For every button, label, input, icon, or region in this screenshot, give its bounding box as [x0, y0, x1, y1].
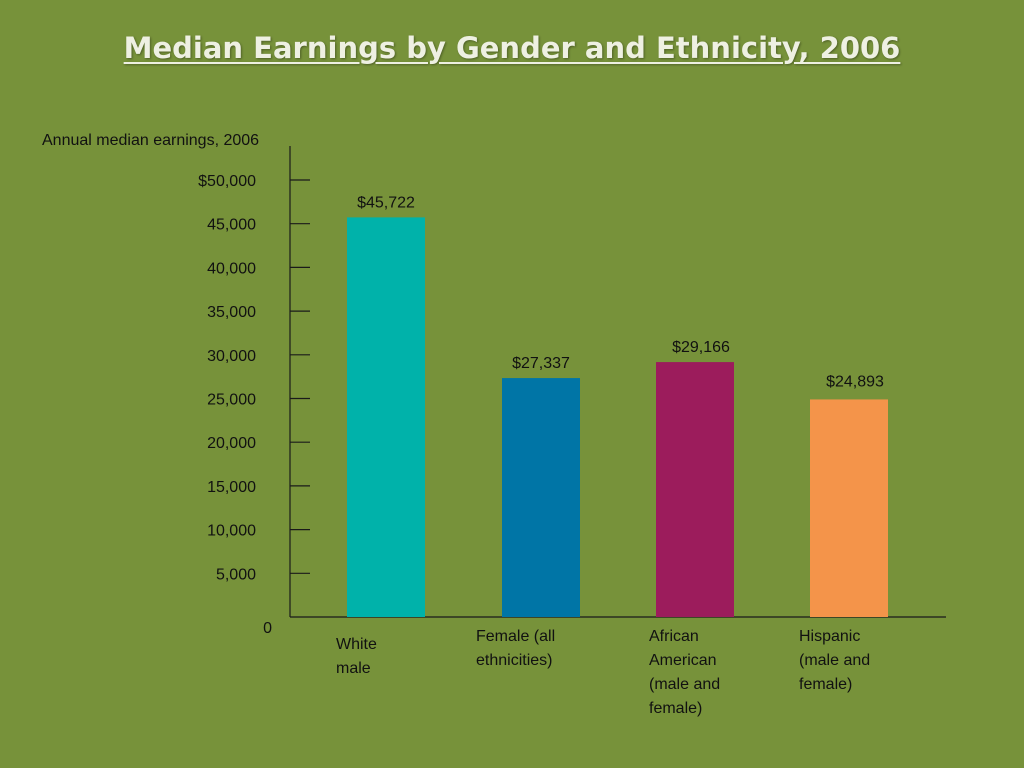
y-tick-label: 15,000 [207, 479, 256, 496]
x-tick-label-line: Hispanic [799, 628, 860, 645]
data-label: $29,166 [672, 339, 730, 356]
y-tick-label: 30,000 [207, 348, 256, 365]
x-tick-label: African American (male and female) [649, 628, 720, 717]
x-tick-label-line: ethnicities) [476, 652, 552, 669]
slide-title: Median Earnings by Gender and Ethnicity,… [123, 31, 901, 65]
x-tick-label: Female (all ethnicities) [476, 628, 555, 669]
x-tick-label-line: female) [799, 676, 852, 693]
y-tick-label: 45,000 [207, 217, 256, 234]
x-tick-label: White male [336, 636, 377, 677]
y-tick-label: 35,000 [207, 304, 256, 321]
x-tick-label-line: (male and [799, 652, 870, 669]
bar [347, 217, 425, 618]
y-tick-label: 20,000 [207, 435, 256, 452]
x-tick-label-line: White [336, 636, 377, 653]
data-label: $27,337 [512, 355, 570, 372]
x-tick-label-line: American [649, 652, 717, 669]
x-tick-label-line: Female (all [476, 628, 555, 645]
x-tick-label-line: African [649, 628, 699, 645]
y-tick-label: 25,000 [207, 392, 256, 409]
y-tick-label: 5,000 [216, 566, 256, 583]
x-tick-label-line: (male and [649, 676, 720, 693]
y-axis-label: Annual median earnings, 2006 [42, 132, 260, 149]
bar [502, 378, 580, 617]
x-tick-label-line: male [336, 660, 371, 677]
y-tick-label: 40,000 [207, 260, 256, 277]
bar [810, 399, 888, 617]
bar [656, 362, 734, 617]
y-tick-label: 0 [263, 620, 272, 637]
data-label: $24,893 [826, 373, 884, 390]
x-tick-label-line: female) [649, 700, 702, 717]
data-label: $45,722 [357, 194, 415, 211]
y-tick-label: $50,000 [198, 173, 256, 190]
y-tick-label: 10,000 [207, 523, 256, 540]
x-tick-label: Hispanic (male and female) [799, 628, 870, 693]
